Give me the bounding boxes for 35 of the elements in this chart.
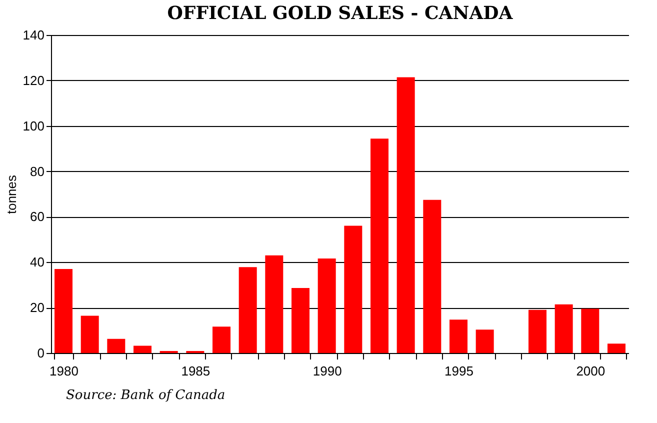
y-tick-label: 60 bbox=[30, 209, 44, 224]
x-tick-label: 1990 bbox=[312, 364, 342, 378]
bar bbox=[238, 267, 257, 353]
bar bbox=[212, 326, 231, 353]
bar bbox=[423, 200, 442, 353]
bar bbox=[449, 320, 468, 353]
bar bbox=[318, 258, 336, 353]
bar bbox=[396, 77, 415, 353]
bar bbox=[370, 138, 388, 353]
bar bbox=[554, 304, 573, 353]
y-tick-label: 40 bbox=[30, 254, 44, 270]
y-tick-label: 140 bbox=[22, 28, 44, 42]
x-tick-label: 1980 bbox=[50, 364, 78, 378]
y-tick-label: 0 bbox=[37, 346, 44, 360]
y-tick-label: 120 bbox=[22, 72, 44, 88]
y-tick-label: 100 bbox=[22, 118, 44, 134]
bar bbox=[476, 330, 494, 353]
source-note: Source: Bank of Canada bbox=[66, 388, 226, 403]
chart-title: OFFICIAL GOLD SALES - CANADA bbox=[167, 3, 514, 24]
bar bbox=[265, 255, 284, 353]
y-tick-label: 20 bbox=[30, 300, 44, 316]
bar bbox=[54, 268, 73, 353]
x-tick-label: 2000 bbox=[576, 364, 606, 378]
x-tick-label: 1995 bbox=[444, 364, 474, 378]
y-axis-title: tonnes bbox=[4, 174, 19, 214]
bar bbox=[607, 344, 626, 353]
bar bbox=[107, 338, 126, 353]
bar bbox=[344, 226, 362, 353]
y-tick-label: 80 bbox=[30, 164, 44, 179]
bar bbox=[292, 288, 310, 353]
bar bbox=[581, 308, 600, 353]
bar bbox=[134, 346, 152, 353]
x-tick-label: 1985 bbox=[181, 364, 210, 378]
bar bbox=[80, 316, 99, 353]
bar bbox=[528, 310, 546, 353]
